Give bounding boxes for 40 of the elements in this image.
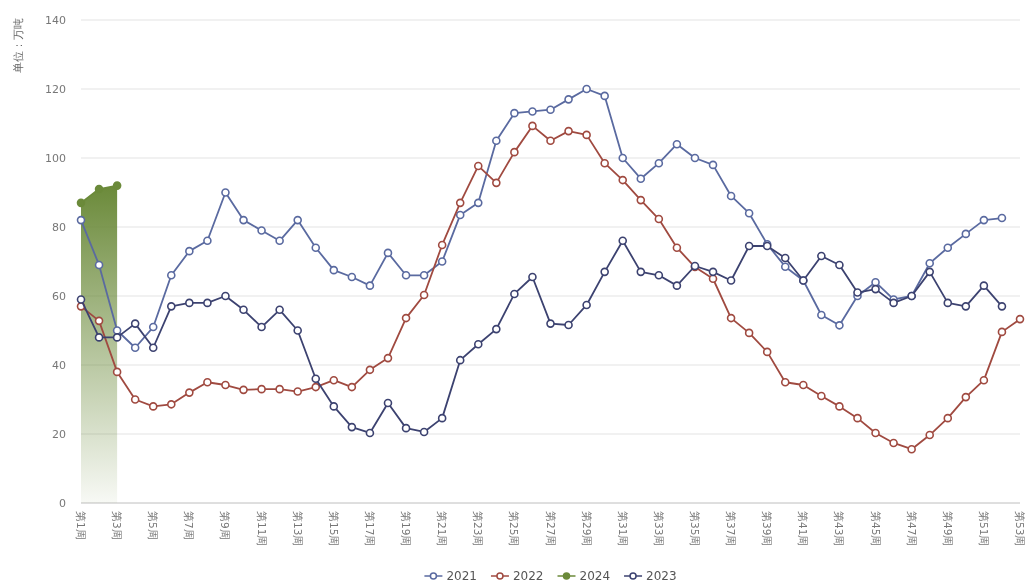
x-tick-label: 第43周 — [833, 511, 846, 547]
x-tick-label: 第31周 — [616, 511, 629, 547]
y-tick-label: 80 — [52, 221, 66, 234]
x-tick-label: 第9周 — [219, 511, 232, 540]
y-tick-label: 120 — [45, 83, 66, 96]
y-tick-label: 140 — [45, 14, 66, 27]
x-tick-label: 第3周 — [111, 511, 124, 540]
x-tick-label: 第13周 — [291, 511, 304, 547]
x-tick-label: 第39周 — [761, 511, 774, 547]
legend-label: 2023 — [646, 569, 677, 583]
y-tick-label: 20 — [52, 428, 66, 441]
x-tick-label: 第49周 — [941, 511, 954, 547]
y-tick-label: 100 — [45, 152, 66, 165]
x-tick-label: 第7周 — [183, 511, 196, 540]
x-tick-label: 第1周 — [75, 511, 87, 540]
x-tick-label: 第5周 — [147, 511, 160, 540]
x-tick-label: 第37周 — [725, 511, 738, 547]
x-tick-label: 第35周 — [688, 511, 701, 547]
x-tick-label: 第51周 — [977, 511, 990, 547]
x-tick-label: 第19周 — [400, 511, 413, 547]
x-tick-label: 第53周 — [1014, 511, 1026, 547]
y-tick-label: 0 — [59, 497, 66, 510]
x-tick-label: 第25周 — [508, 511, 521, 547]
x-tick-label: 第45周 — [869, 511, 882, 547]
x-tick-label: 第15周 — [327, 511, 340, 547]
legend-label: 2022 — [512, 569, 544, 583]
x-tick-label: 第29周 — [580, 511, 593, 547]
x-tick-label: 第17周 — [363, 511, 376, 547]
x-tick-label: 第41周 — [797, 511, 810, 547]
y-tick-label: 40 — [52, 359, 66, 372]
x-tick-label: 第21周 — [436, 511, 449, 547]
x-tick-label: 第33周 — [652, 511, 665, 547]
legend-label: 2024 — [579, 569, 611, 583]
y-tick-label: 60 — [52, 290, 66, 303]
x-tick-label: 第47周 — [905, 511, 918, 547]
x-tick-label: 第23周 — [472, 511, 485, 547]
y-axis-title: 单位：万吨 — [12, 18, 25, 73]
x-tick-label: 第27周 — [544, 511, 557, 547]
legend-label: 2021 — [446, 569, 477, 583]
x-tick-label: 第11周 — [255, 511, 268, 547]
